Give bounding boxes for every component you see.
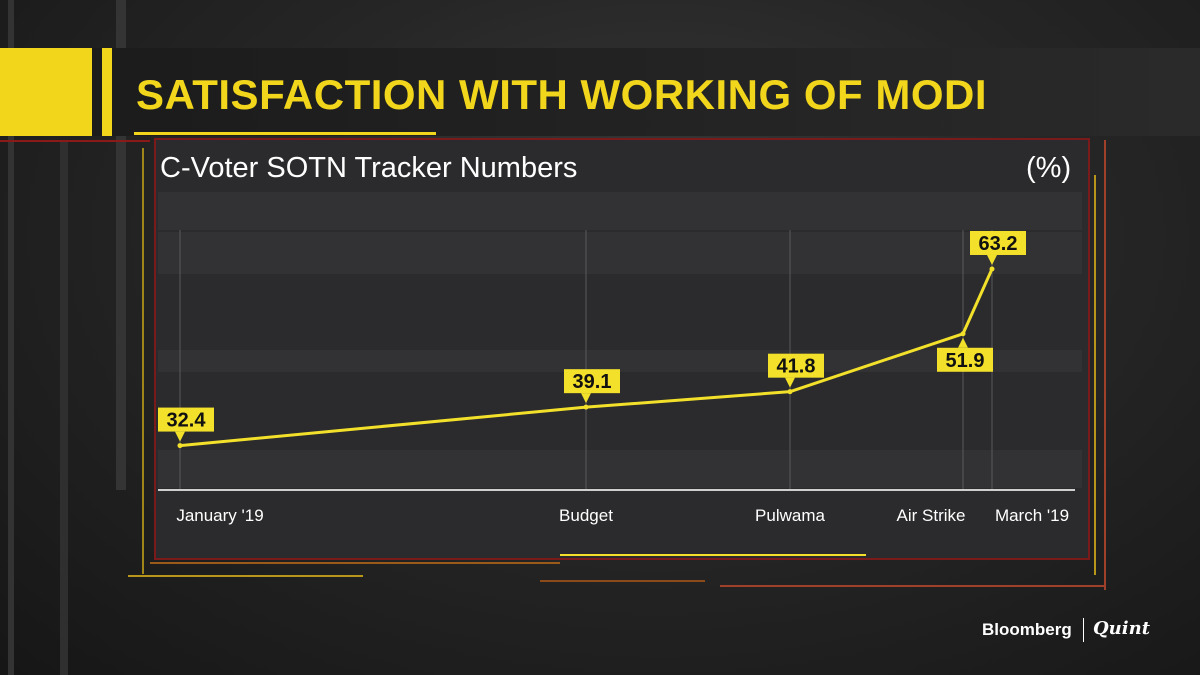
x-tick-label: Budget: [559, 506, 613, 525]
decorative-stripe: [540, 580, 705, 582]
brand-logo-bloomberg: Bloomberg: [982, 620, 1072, 639]
decorative-stripe: [0, 140, 150, 142]
decorative-stripe: [150, 562, 560, 564]
data-label-pointer: [987, 254, 997, 265]
data-label-box: [158, 407, 214, 432]
x-tick-label: January '19: [176, 506, 263, 525]
data-label-pointer: [785, 377, 795, 388]
data-label-box: [564, 369, 620, 394]
data-label: 51.9: [946, 350, 985, 372]
x-tick-label: March '19: [995, 506, 1069, 525]
data-point: [989, 266, 995, 272]
data-label: 39.1: [573, 371, 612, 393]
decorative-stripe: [8, 0, 14, 675]
background-band: [158, 350, 1082, 372]
x-tick-label: Air Strike: [897, 506, 966, 525]
data-label: 32.4: [167, 410, 207, 432]
decorative-stripe: [720, 585, 1106, 587]
data-point: [787, 389, 793, 395]
data-point: [960, 331, 966, 337]
chart-title: C-Voter SOTN Tracker Numbers: [160, 152, 578, 184]
title-accent-bar: [0, 48, 92, 136]
data-label-pointer: [175, 431, 185, 442]
data-label-pointer: [581, 393, 591, 404]
background-band: [158, 450, 1082, 488]
data-label-pointer: [958, 337, 968, 348]
data-label-box: [937, 347, 993, 372]
brand-logo-quint: Quint: [1093, 618, 1151, 639]
data-label-box: [768, 353, 824, 378]
title-underline: [134, 132, 436, 135]
data-label: 63.2: [979, 233, 1018, 255]
decorative-stripe: [1104, 140, 1106, 590]
data-label-box: [970, 230, 1026, 255]
data-point: [583, 404, 589, 410]
background-band: [158, 192, 1082, 230]
brand-separator: [1083, 618, 1084, 642]
title-accent-bar: [102, 48, 112, 136]
decorative-stripe: [116, 0, 126, 490]
data-point: [177, 443, 183, 449]
background-band: [158, 232, 1082, 274]
decorative-stripe: [1094, 175, 1096, 575]
chart-unit: (%): [1026, 152, 1072, 184]
data-label: 41.8: [777, 356, 816, 378]
x-tick-label: Pulwama: [755, 506, 825, 525]
title-band: [0, 48, 1200, 136]
decorative-stripe: [128, 575, 363, 577]
page-title: SATISFACTION WITH WORKING OF MODI: [136, 71, 987, 118]
decorative-stripe: [60, 140, 68, 675]
decorative-stripe: [142, 148, 144, 574]
